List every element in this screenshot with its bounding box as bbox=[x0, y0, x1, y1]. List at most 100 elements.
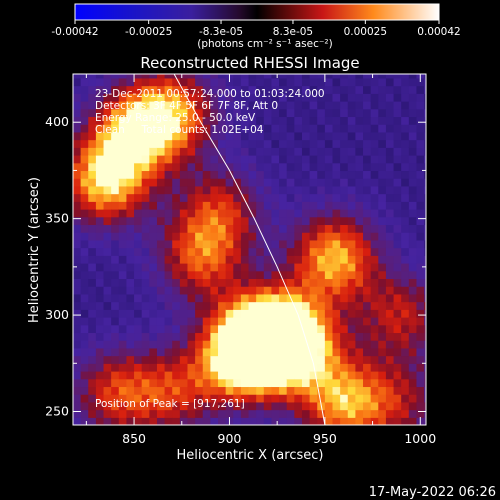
heatmap-cell bbox=[363, 124, 372, 133]
heatmap-cell bbox=[88, 378, 97, 388]
heatmap-cell bbox=[324, 309, 334, 318]
heatmap-cell bbox=[393, 386, 402, 395]
heatmap-cell bbox=[149, 255, 158, 264]
heatmap-cell bbox=[95, 124, 105, 133]
heatmap-cell bbox=[271, 178, 280, 187]
heatmap-cell bbox=[202, 147, 211, 156]
heatmap-cell bbox=[347, 371, 356, 380]
heatmap-cell bbox=[118, 139, 128, 148]
heatmap-cell bbox=[202, 101, 211, 110]
heatmap-cell bbox=[279, 278, 288, 287]
heatmap-cell bbox=[172, 317, 181, 326]
heatmap-cell bbox=[88, 108, 97, 118]
heatmap-cell bbox=[340, 247, 349, 256]
heatmap-cell bbox=[187, 131, 196, 141]
heatmap-cell bbox=[286, 139, 295, 148]
heatmap-cell bbox=[378, 185, 387, 195]
heatmap-cell bbox=[248, 77, 257, 87]
heatmap-cell bbox=[111, 139, 120, 148]
heatmap-cell bbox=[210, 93, 219, 102]
heatmap-cell bbox=[301, 417, 311, 425]
heatmap-cell bbox=[286, 116, 295, 125]
heatmap-cell bbox=[401, 371, 410, 380]
heatmap-cell bbox=[225, 317, 234, 326]
heatmap-cell bbox=[317, 317, 326, 326]
x-tick-label: 1000 bbox=[404, 431, 436, 446]
heatmap-cell bbox=[340, 162, 349, 172]
heatmap-cell bbox=[324, 124, 334, 133]
heatmap-cell bbox=[393, 317, 402, 326]
heatmap-cell bbox=[233, 224, 242, 233]
heatmap-cell bbox=[424, 116, 426, 125]
heatmap-cell bbox=[256, 193, 265, 202]
heatmap-cell bbox=[340, 108, 349, 118]
heatmap-cell bbox=[301, 255, 311, 264]
heatmap-cell bbox=[156, 74, 166, 79]
heatmap-cell bbox=[195, 131, 204, 141]
heatmap-cell bbox=[408, 209, 418, 218]
heatmap-cell bbox=[126, 332, 135, 341]
heatmap-cell bbox=[378, 139, 387, 148]
heatmap-cell bbox=[156, 239, 166, 249]
heatmap-cell bbox=[416, 108, 425, 118]
heatmap-cell bbox=[378, 178, 387, 187]
heatmap-cell bbox=[218, 193, 227, 202]
x-axis-label: Heliocentric X (arcsec) bbox=[177, 448, 324, 463]
heatmap-cell bbox=[187, 401, 196, 411]
heatmap-cell bbox=[73, 371, 82, 380]
heatmap-cell bbox=[370, 101, 379, 110]
heatmap-cell bbox=[172, 224, 181, 233]
heatmap-cell bbox=[363, 286, 372, 295]
heatmap-cell bbox=[355, 124, 364, 133]
heatmap-cell bbox=[408, 386, 418, 395]
heatmap-cell bbox=[301, 347, 311, 357]
heatmap-cell bbox=[347, 340, 356, 349]
heatmap-cell bbox=[332, 239, 341, 249]
heatmap-cell bbox=[408, 347, 418, 357]
heatmap-cell bbox=[156, 147, 166, 156]
heatmap-cell bbox=[88, 170, 97, 179]
heatmap-cell bbox=[156, 301, 166, 310]
heatmap-cell bbox=[401, 162, 410, 172]
heatmap-cell bbox=[332, 278, 341, 287]
heatmap-cell bbox=[149, 116, 158, 125]
heatmap-cell bbox=[111, 178, 120, 187]
heatmap-cell bbox=[347, 162, 356, 172]
heatmap-cell bbox=[378, 363, 387, 372]
heatmap-cell bbox=[324, 139, 334, 148]
heatmap-cell bbox=[73, 409, 82, 418]
heatmap-cell bbox=[126, 74, 135, 79]
heatmap-cell bbox=[324, 178, 334, 187]
heatmap-cell bbox=[187, 394, 196, 403]
heatmap-cell bbox=[172, 409, 181, 418]
heatmap-cell bbox=[256, 409, 265, 418]
heatmap-cell bbox=[355, 394, 364, 403]
heatmap-cell bbox=[134, 355, 143, 364]
heatmap-cell bbox=[347, 116, 356, 125]
heatmap-cell bbox=[126, 216, 135, 226]
heatmap-cell bbox=[172, 394, 181, 403]
heatmap-cell bbox=[202, 270, 211, 280]
heatmap-cell bbox=[172, 301, 181, 310]
heatmap-cell bbox=[164, 401, 173, 411]
heatmap-cell bbox=[164, 270, 173, 280]
heatmap-cell bbox=[370, 394, 379, 403]
heatmap-cell bbox=[370, 347, 379, 357]
heatmap-cell bbox=[88, 147, 97, 156]
heatmap-cell bbox=[179, 263, 189, 272]
heatmap-cell bbox=[88, 355, 97, 364]
heatmap-cell bbox=[271, 216, 280, 226]
heatmap-cell bbox=[332, 155, 341, 164]
heatmap-cell bbox=[271, 209, 280, 218]
heatmap-cell bbox=[156, 394, 166, 403]
heatmap-cell bbox=[263, 224, 273, 233]
heatmap-cell bbox=[370, 378, 379, 388]
heatmap-cell bbox=[385, 85, 395, 94]
heatmap-cell bbox=[347, 239, 356, 249]
heatmap-cell bbox=[256, 355, 265, 364]
heatmap-cell bbox=[156, 270, 166, 280]
heatmap-cell bbox=[347, 101, 356, 110]
heatmap-cell bbox=[95, 147, 105, 156]
heatmap-cell bbox=[240, 209, 250, 218]
heatmap-cell bbox=[340, 201, 349, 210]
